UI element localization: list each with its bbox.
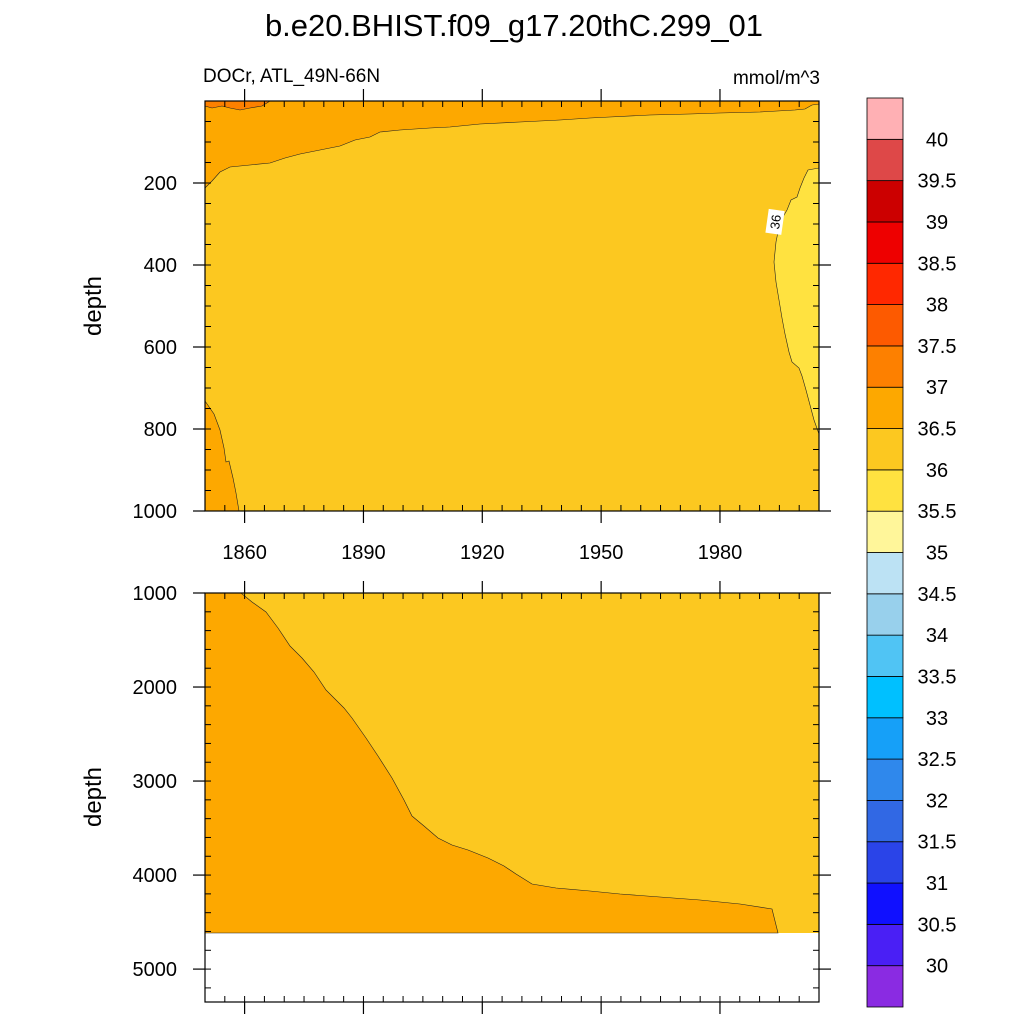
colorbar-swatch <box>866 304 904 347</box>
colorbar-swatch <box>866 800 904 843</box>
upper-region-36-36.5 <box>205 101 819 511</box>
x-tick-label: 1920 <box>460 542 505 564</box>
colorbar-swatch <box>866 841 904 884</box>
y-tick-label: 800 <box>144 419 177 441</box>
chart-title: b.e20.BHIST.f09_g17.20thC.299_01 <box>265 8 763 43</box>
y-tick-label: 400 <box>144 255 177 277</box>
contour-label-text: 36 <box>767 214 784 230</box>
contour-label-36: 36 <box>765 208 785 235</box>
colorbar-label: 32 <box>926 790 948 812</box>
upper-region-35.5-36 <box>773 167 820 435</box>
colorbar-label: 31 <box>926 873 948 895</box>
colorbar-swatch <box>866 180 904 223</box>
colorbar-swatch <box>866 469 904 512</box>
subtitle-left: DOCr, ATL_49N-66N <box>203 66 380 87</box>
lower-axes: 1000 2000 3000 4000 5000 <box>133 581 831 1014</box>
colorbar-swatch <box>866 97 904 140</box>
colorbar-label: 37.5 <box>918 336 957 358</box>
colorbar-label: 30.5 <box>918 914 957 936</box>
colorbar-label: 37 <box>926 377 948 399</box>
colorbar-swatch <box>866 262 904 305</box>
colorbar-swatch <box>866 758 904 801</box>
colorbar-label: 39 <box>926 212 948 234</box>
colorbar-swatch <box>866 428 904 471</box>
colorbar-swatch <box>866 634 904 677</box>
colorbar-label: 32.5 <box>918 749 957 771</box>
colorbar-swatch <box>866 221 904 264</box>
x-tick-label: 1980 <box>698 542 743 564</box>
colorbar-swatch <box>866 965 904 1008</box>
colorbar-label: 38 <box>926 295 948 317</box>
colorbar-swatch <box>866 676 904 719</box>
colorbar-swatch <box>866 510 904 553</box>
y-tick-label: 3000 <box>133 771 178 793</box>
colorbar-label: 36 <box>926 460 948 482</box>
x-tick-label: 1860 <box>222 542 267 564</box>
y-tick-label: 1000 <box>133 583 178 605</box>
colorbar-swatch <box>866 386 904 429</box>
colorbar-swatch <box>866 923 904 967</box>
y-tick-label: 200 <box>144 173 177 195</box>
colorbar-label: 35.5 <box>918 501 957 523</box>
colorbar-label: 35 <box>926 543 948 565</box>
y-tick-label: 4000 <box>133 865 178 887</box>
lower-panel: 1000 2000 3000 4000 5000 depth <box>80 581 831 1014</box>
subtitle-units: mmol/m^3 <box>733 68 820 89</box>
colorbar-label: 34 <box>926 625 948 647</box>
colorbar-swatch <box>866 345 904 388</box>
upper-y-axis-label: depth <box>80 276 107 336</box>
colorbar-label: 40 <box>926 129 948 151</box>
upper-axes: 200 400 600 800 1000 1860 1890 1920 1950 1980 <box>133 89 831 564</box>
upper-region-36.5-37-top <box>204 100 820 189</box>
colorbar-label: 31.5 <box>918 832 957 854</box>
y-tick-label: 600 <box>144 337 177 359</box>
upper-region-37-37.5 <box>204 100 272 111</box>
colorbar-label: 36.5 <box>918 419 957 441</box>
colorbar: 30 30.5 31 31.5 32 32.5 33 33.5 34 34.5 35 35.5 36 36… <box>866 97 957 1008</box>
colorbar-label: 30 <box>926 956 948 978</box>
x-tick-label: 1950 <box>579 542 624 564</box>
colorbar-swatch <box>866 593 904 636</box>
x-tick-label: 1890 <box>341 542 386 564</box>
colorbar-swatch <box>866 717 904 760</box>
colorbar-swatch <box>866 138 904 182</box>
colorbar-label: 33 <box>926 708 948 730</box>
lower-plot-frame <box>204 592 820 1003</box>
lower-region-36.5-37 <box>204 592 779 934</box>
y-tick-label: 2000 <box>133 677 178 699</box>
colorbar-label: 39.5 <box>918 171 957 193</box>
colorbar-swatch <box>866 882 904 925</box>
lower-y-axis-label: depth <box>80 767 107 827</box>
y-tick-label: 5000 <box>133 959 178 981</box>
colorbar-label: 33.5 <box>918 666 957 688</box>
colorbar-label: 38.5 <box>918 253 957 275</box>
colorbar-swatch <box>866 552 904 595</box>
colorbar-label: 34.5 <box>918 584 957 606</box>
y-tick-label: 1000 <box>133 501 178 523</box>
